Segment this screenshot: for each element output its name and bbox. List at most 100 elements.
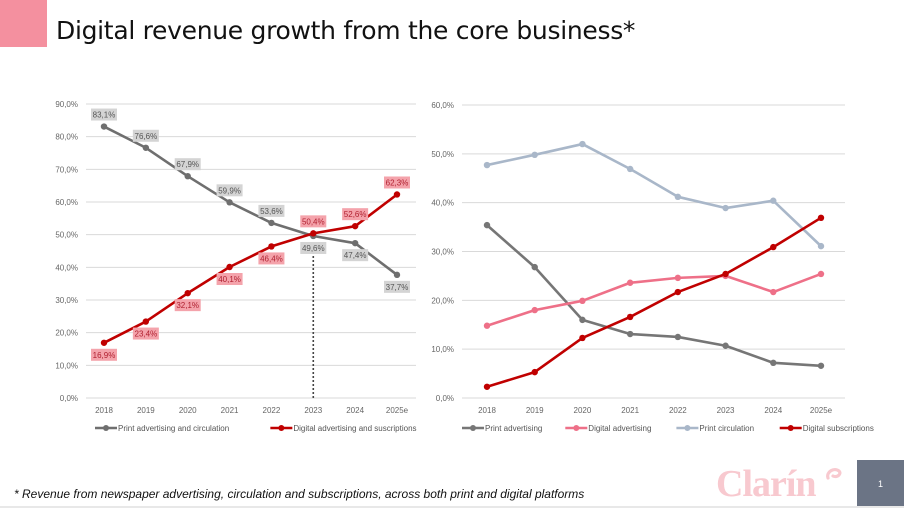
data-point: [393, 191, 401, 198]
data-label-bg: [300, 215, 327, 228]
data-point: [531, 306, 538, 314]
data-point: [626, 330, 634, 338]
page-number-text: 1: [877, 479, 883, 489]
accent-block: [0, 0, 47, 47]
data-point: [722, 270, 729, 278]
legend-marker: [103, 425, 109, 431]
data-point: [483, 221, 491, 229]
data-label-bg: [91, 108, 117, 121]
data-point: [579, 297, 586, 305]
x-tick-label: 2021: [221, 406, 239, 415]
x-tick-label: 2019: [526, 406, 544, 415]
x-tick-label: 2020: [179, 406, 197, 415]
logo-swirl-icon: [826, 467, 842, 480]
data-point: [674, 288, 682, 296]
data-label-bg: [174, 299, 201, 312]
data-point: [674, 193, 682, 201]
data-point: [626, 313, 634, 321]
data-point: [579, 140, 586, 148]
data-point: [817, 270, 825, 278]
y-tick-label: 0,0%: [60, 394, 78, 403]
x-tick-label: 2024: [764, 406, 782, 415]
y-tick-label: 20,0%: [431, 296, 454, 305]
data-label: 40,1%: [218, 275, 241, 284]
data-label-bg: [342, 208, 369, 221]
series-line-2: [486, 142, 822, 248]
data-point: [268, 219, 275, 227]
legend-label: Digital advertising and suscriptions: [293, 424, 416, 433]
data-point: [226, 199, 233, 206]
data-label-bg: [174, 158, 201, 171]
data-point: [626, 279, 634, 286]
x-tick-label: 2023: [717, 406, 735, 415]
data-point: [310, 230, 317, 237]
data-point: [817, 214, 825, 222]
data-point: [268, 243, 275, 250]
footnote: * Revenue from newspaper advertising, ci…: [14, 487, 585, 501]
y-tick-label: 20,0%: [55, 329, 78, 338]
y-tick-label: 70,0%: [55, 165, 78, 174]
data-point: [531, 151, 538, 159]
data-label: 46,4%: [260, 254, 283, 263]
x-tick-label: 2020: [574, 406, 592, 415]
data-point: [100, 339, 108, 346]
data-label: 50,4%: [302, 217, 325, 226]
data-point: [142, 318, 150, 325]
y-tick-label: 10,0%: [431, 345, 454, 354]
y-tick-label: 30,0%: [55, 296, 78, 305]
data-point: [483, 161, 491, 169]
data-label: 83,1%: [93, 111, 116, 120]
data-label: 52,6%: [344, 210, 367, 219]
data-label-bg: [91, 348, 117, 361]
data-label-bg: [384, 280, 410, 293]
x-tick-label: 2018: [478, 406, 496, 415]
series-line-3: [486, 216, 822, 389]
data-point: [674, 333, 682, 341]
x-tick-label: 2023: [304, 406, 322, 415]
data-label: 32,1%: [176, 301, 199, 310]
data-label-bg: [132, 327, 159, 340]
y-tick-label: 30,0%: [431, 248, 454, 257]
data-point: [184, 289, 191, 297]
legend-marker: [787, 425, 794, 431]
data-point: [100, 123, 108, 130]
data-point: [770, 288, 777, 296]
data-point: [351, 222, 359, 230]
data-label: 49,6%: [302, 244, 325, 253]
y-tick-label: 50,0%: [55, 231, 78, 240]
data-point: [817, 362, 825, 369]
y-tick-label: 40,0%: [55, 263, 78, 272]
y-tick-label: 80,0%: [55, 133, 78, 142]
data-point: [770, 197, 777, 204]
legend-marker: [278, 425, 285, 431]
legend-marker: [573, 425, 580, 431]
bottom-divider: [0, 506, 904, 508]
data-label-bg: [342, 249, 369, 262]
clarin-logo: Clarín: [716, 463, 817, 505]
x-tick-label: 2018: [95, 406, 113, 415]
y-tick-label: 10,0%: [55, 361, 78, 370]
x-tick-label: 2019: [137, 406, 155, 415]
data-label-bg: [216, 184, 243, 197]
data-point: [722, 342, 729, 349]
data-point: [226, 263, 233, 271]
y-tick-label: 60,0%: [55, 198, 78, 207]
legend-label: Digital advertising: [588, 424, 651, 433]
x-tick-label: 2021: [621, 406, 639, 415]
y-tick-label: 50,0%: [431, 150, 454, 159]
y-tick-label: 0,0%: [436, 394, 454, 403]
data-point: [770, 243, 777, 251]
data-point: [579, 316, 586, 324]
data-label-bg: [300, 241, 327, 254]
legend-label: Print circulation: [699, 424, 754, 433]
data-point: [142, 144, 150, 151]
data-label: 53,6%: [260, 207, 283, 216]
x-tick-label: 2022: [263, 406, 281, 415]
legend-label: Print advertising and circulation: [118, 424, 229, 433]
page-number: 1: [857, 460, 904, 508]
data-label-bg: [216, 273, 243, 286]
data-label: 76,6%: [135, 132, 158, 141]
legend-marker: [684, 425, 691, 431]
data-label: 16,9%: [93, 351, 116, 360]
data-point: [722, 204, 729, 212]
